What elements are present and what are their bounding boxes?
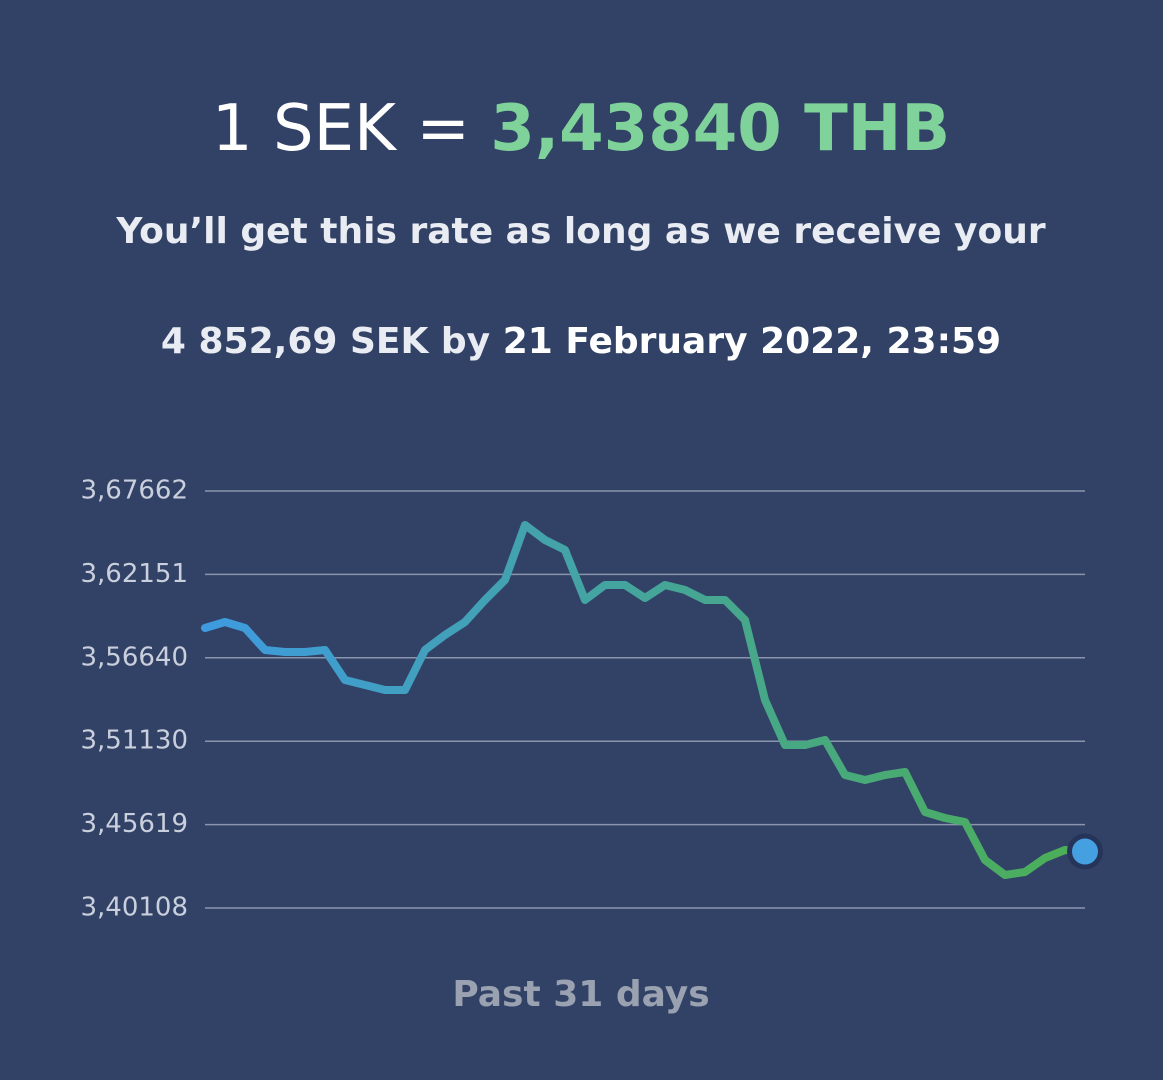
rate-value: 3,43840 THB (490, 92, 950, 166)
x-axis-label: Past 31 days (452, 974, 709, 1015)
chart: 3,40108 3,45619 3,51130 3,56640 3,62151 3,676… (80, 476, 1103, 923)
y-tick-label: 3,62151 (80, 559, 188, 589)
y-tick-label: 3,51130 (80, 726, 188, 756)
y-tick-label: 3,56640 (80, 642, 188, 672)
amount: 4 852,69 SEK by (161, 321, 490, 362)
base-currency: 1 SEK = (212, 92, 470, 166)
deadline: 21 February 2022, 23:59 (503, 321, 1001, 362)
y-tick-label: 3,67662 (80, 476, 188, 506)
current-point (1072, 838, 1098, 865)
rate-note: You’ll get this rate as long as we recei… (115, 211, 1046, 252)
rate-line (201, 520, 1089, 879)
deadline-line: 4 852,69 SEK by 21 February 2022, 23:59 (161, 321, 1001, 362)
y-tick-label: 3,40108 (80, 893, 188, 923)
rate-heading: 1 SEK = 3,43840 THB (212, 92, 950, 166)
y-tick-label: 3,45619 (80, 809, 188, 839)
